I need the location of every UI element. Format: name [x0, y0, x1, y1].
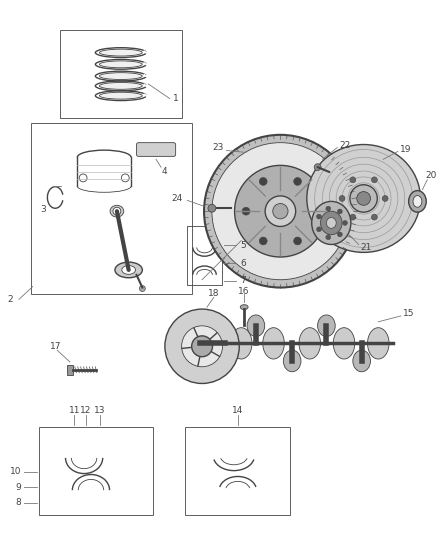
Ellipse shape: [299, 328, 321, 359]
Circle shape: [212, 143, 349, 280]
Circle shape: [165, 309, 239, 383]
Circle shape: [235, 165, 326, 257]
Ellipse shape: [353, 350, 371, 372]
Circle shape: [273, 204, 288, 219]
Ellipse shape: [326, 217, 336, 228]
Ellipse shape: [99, 61, 142, 68]
Ellipse shape: [247, 315, 265, 336]
Circle shape: [339, 196, 345, 201]
Ellipse shape: [307, 144, 420, 253]
Ellipse shape: [367, 328, 389, 359]
Circle shape: [265, 196, 296, 227]
Bar: [187, 226, 222, 285]
Text: 23: 23: [212, 143, 224, 152]
Circle shape: [326, 206, 331, 211]
Ellipse shape: [312, 201, 351, 245]
Text: 21: 21: [360, 243, 372, 252]
Ellipse shape: [122, 265, 135, 274]
Ellipse shape: [263, 328, 284, 359]
Ellipse shape: [409, 191, 426, 212]
Circle shape: [311, 207, 319, 215]
Bar: [60, 30, 183, 118]
Circle shape: [314, 164, 321, 171]
Text: 18: 18: [208, 289, 219, 298]
Ellipse shape: [99, 83, 142, 90]
Ellipse shape: [230, 328, 252, 359]
Circle shape: [242, 207, 250, 215]
Circle shape: [343, 221, 347, 225]
Text: 12: 12: [81, 406, 92, 415]
Ellipse shape: [99, 92, 142, 99]
Polygon shape: [67, 365, 73, 375]
Text: 6: 6: [240, 259, 246, 268]
FancyBboxPatch shape: [137, 143, 176, 156]
Ellipse shape: [321, 211, 342, 235]
Circle shape: [371, 214, 377, 220]
Ellipse shape: [413, 196, 422, 207]
Text: 4: 4: [161, 166, 167, 175]
Circle shape: [182, 326, 223, 367]
Circle shape: [293, 177, 301, 185]
Text: 15: 15: [403, 310, 414, 319]
Bar: [39, 426, 153, 515]
Circle shape: [204, 135, 357, 287]
Circle shape: [337, 209, 343, 214]
Circle shape: [371, 177, 377, 183]
Circle shape: [350, 185, 377, 212]
Circle shape: [192, 336, 212, 357]
Circle shape: [382, 196, 388, 201]
Text: 24: 24: [171, 194, 183, 203]
Text: 14: 14: [232, 406, 244, 415]
Ellipse shape: [283, 350, 301, 372]
Circle shape: [139, 286, 145, 292]
Ellipse shape: [208, 335, 218, 351]
Circle shape: [317, 214, 321, 219]
Text: 5: 5: [240, 241, 246, 250]
Bar: [185, 426, 290, 515]
Circle shape: [208, 204, 216, 212]
Text: 11: 11: [69, 406, 80, 415]
Text: 7: 7: [240, 276, 246, 285]
Circle shape: [350, 214, 356, 220]
Ellipse shape: [110, 205, 124, 217]
Circle shape: [259, 177, 267, 185]
Circle shape: [293, 237, 301, 245]
Ellipse shape: [240, 305, 248, 310]
Text: 16: 16: [238, 287, 250, 296]
Text: 1: 1: [173, 94, 178, 103]
Bar: [31, 123, 192, 294]
Circle shape: [337, 232, 343, 237]
Circle shape: [259, 237, 267, 245]
Ellipse shape: [333, 328, 355, 359]
Ellipse shape: [318, 315, 335, 336]
Circle shape: [317, 227, 321, 232]
Text: 20: 20: [425, 172, 437, 181]
Text: 10: 10: [10, 467, 21, 476]
Text: 8: 8: [15, 498, 21, 507]
Text: 13: 13: [94, 406, 106, 415]
Ellipse shape: [99, 72, 142, 79]
Circle shape: [113, 207, 121, 215]
Text: 9: 9: [15, 483, 21, 492]
Text: 3: 3: [41, 205, 46, 214]
Circle shape: [357, 191, 371, 205]
Text: 22: 22: [339, 141, 350, 150]
Text: 2: 2: [7, 295, 13, 304]
Circle shape: [350, 177, 356, 183]
Text: 19: 19: [400, 145, 411, 154]
Text: 17: 17: [49, 342, 61, 351]
Ellipse shape: [99, 49, 142, 56]
Circle shape: [326, 235, 331, 240]
Ellipse shape: [115, 262, 142, 278]
